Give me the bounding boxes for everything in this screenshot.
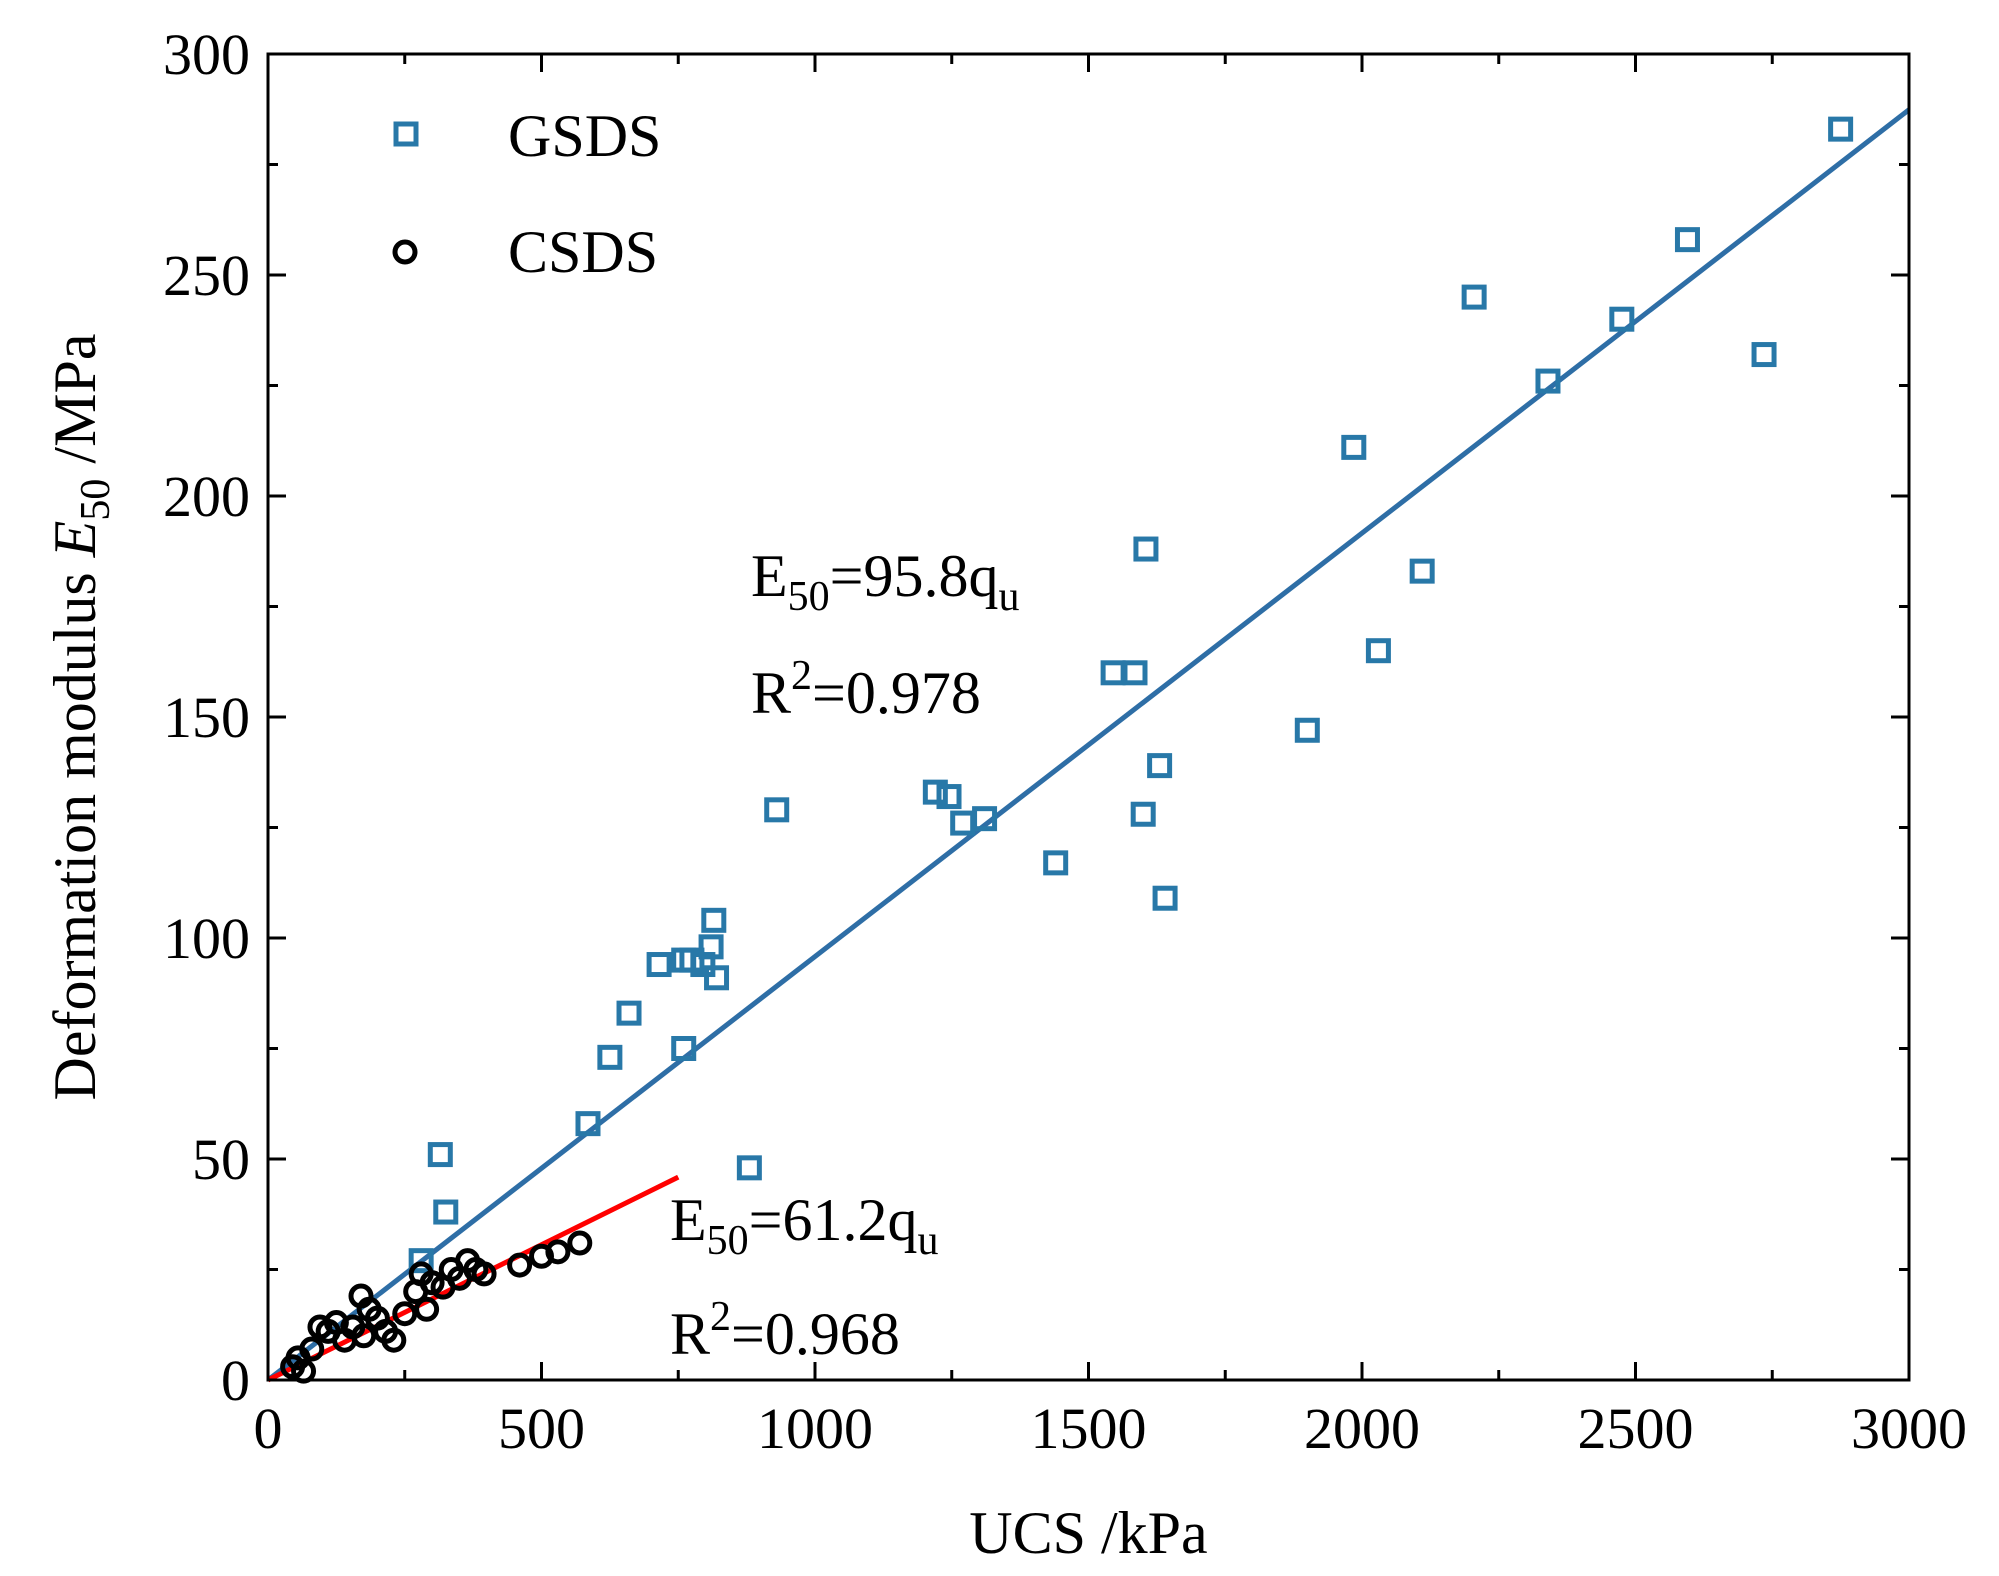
- gsds-fit-equation-rhs: =95.8q: [830, 543, 999, 609]
- point-csds-15: [392, 1301, 418, 1327]
- point-gsds-15: [764, 797, 790, 823]
- point-gsds-12: [704, 965, 730, 991]
- point-gsds-13: [671, 1036, 697, 1061]
- point-gsds-27: [1294, 717, 1320, 743]
- gsds-fit-equation-rhs-sub: u: [999, 574, 1020, 620]
- legend: GSDS CSDS: [392, 103, 661, 285]
- axis-ticks: [266, 52, 1911, 1382]
- point-gsds-20: [1043, 850, 1069, 876]
- y-tick-label-3: 150: [163, 685, 250, 750]
- point-gsds-35: [1751, 342, 1777, 368]
- point-gsds-4: [597, 1044, 623, 1070]
- gsds-fit-r2-sup: 2: [791, 653, 812, 699]
- point-gsds-10: [698, 934, 724, 960]
- y-axis-title: Deformation modulus E50 /MPa: [42, 334, 119, 1101]
- csds-fit-equation-rhs: =61.2q: [749, 1187, 918, 1253]
- x-tick-label-6: 3000: [1851, 1396, 1967, 1461]
- point-gsds-0: [408, 1248, 434, 1274]
- gsds-fit-r2-rest: =0.978: [812, 660, 981, 726]
- point-gsds-30: [1409, 558, 1435, 584]
- x-axis-title: UCS /kPa: [969, 1500, 1207, 1566]
- legend-marker-csds: [392, 239, 418, 265]
- point-gsds-14: [736, 1155, 762, 1181]
- legend-label-gsds: GSDS: [508, 103, 661, 169]
- point-csds-29: [567, 1230, 593, 1256]
- y-tick-label-6: 300: [163, 22, 250, 87]
- point-gsds-11: [701, 907, 727, 933]
- point-gsds-3: [575, 1111, 601, 1137]
- point-gsds-28: [1341, 434, 1367, 460]
- y-axis-title-symbol: E: [42, 521, 108, 559]
- csds-fit-r2: R2=0.968: [670, 1294, 900, 1367]
- point-gsds-23: [1130, 801, 1156, 827]
- plot-content: [266, 107, 1911, 1384]
- point-csds-3: [299, 1336, 325, 1362]
- x-tick-label-0: 0: [254, 1396, 283, 1461]
- point-csds-26: [507, 1252, 533, 1278]
- y-axis-title-prefix: Deformation modulus: [42, 557, 108, 1100]
- legend-marker-gsds: [393, 121, 419, 147]
- point-gsds-24: [1133, 536, 1159, 562]
- point-gsds-5: [616, 1000, 642, 1026]
- y-axis-title-subscript: 50: [73, 479, 119, 521]
- y-tick-label-0: 0: [221, 1348, 250, 1413]
- point-gsds-34: [1674, 227, 1700, 253]
- point-csds-28: [545, 1239, 571, 1265]
- point-csds-18: [414, 1296, 440, 1322]
- csds-fit-equation-lhs-sub: 50: [707, 1218, 749, 1264]
- point-gsds-32: [1535, 368, 1561, 394]
- gsds-fit-r2-base: R: [751, 660, 791, 726]
- gsds-fit-r2: R2=0.978: [751, 653, 981, 726]
- x-tick-label-3: 1500: [1031, 1396, 1147, 1461]
- point-gsds-22: [1122, 660, 1148, 686]
- x-tick-label-4: 2000: [1304, 1396, 1420, 1461]
- point-gsds-6: [646, 952, 672, 978]
- y-tick-label-1: 50: [192, 1127, 250, 1192]
- point-gsds-29: [1365, 638, 1391, 664]
- y-axis-title-suffix: /MPa: [42, 334, 108, 479]
- x-tick-label-5: 2500: [1578, 1396, 1694, 1461]
- point-gsds-36: [1828, 116, 1854, 142]
- csds-fit-r2-sup: 2: [710, 1294, 731, 1340]
- point-gsds-25: [1147, 753, 1173, 779]
- point-gsds-19: [972, 806, 998, 832]
- x-tick-label-2: 1000: [757, 1396, 873, 1461]
- axis-tick-labels: 0 500 1000 1500 2000 2500 30000501001502002503…: [163, 22, 1967, 1461]
- point-gsds-31: [1461, 284, 1487, 310]
- csds-fit-r2-base: R: [670, 1301, 710, 1367]
- csds-fit-equation-lhs: E: [670, 1187, 707, 1253]
- point-gsds-1: [427, 1142, 453, 1168]
- point-gsds-26: [1152, 885, 1178, 911]
- point-gsds-17: [936, 784, 962, 810]
- x-tick-label-1: 500: [498, 1396, 585, 1461]
- point-csds-25: [471, 1261, 497, 1287]
- point-gsds-16: [922, 779, 948, 805]
- gsds-fit-equation-lhs-sub: 50: [788, 574, 830, 620]
- gsds-fit-equation: E50=95.8qu: [751, 543, 1020, 620]
- gsds-fit-equation-lhs: E: [751, 543, 788, 609]
- point-gsds-2: [433, 1199, 459, 1225]
- fit-line-gsds: [266, 107, 1911, 1382]
- point-csds-10: [351, 1323, 377, 1349]
- point-gsds-33: [1609, 306, 1635, 332]
- point-csds-14: [381, 1327, 407, 1353]
- csds-fit-r2-rest: =0.968: [731, 1301, 900, 1367]
- y-tick-label-4: 200: [163, 464, 250, 529]
- csds-fit-equation-rhs-sub: u: [918, 1218, 939, 1264]
- y-tick-label-2: 100: [163, 906, 250, 971]
- y-tick-label-5: 250: [163, 243, 250, 308]
- legend-label-csds: CSDS: [508, 219, 658, 285]
- csds-fit-equation: E50=61.2qu: [670, 1187, 939, 1264]
